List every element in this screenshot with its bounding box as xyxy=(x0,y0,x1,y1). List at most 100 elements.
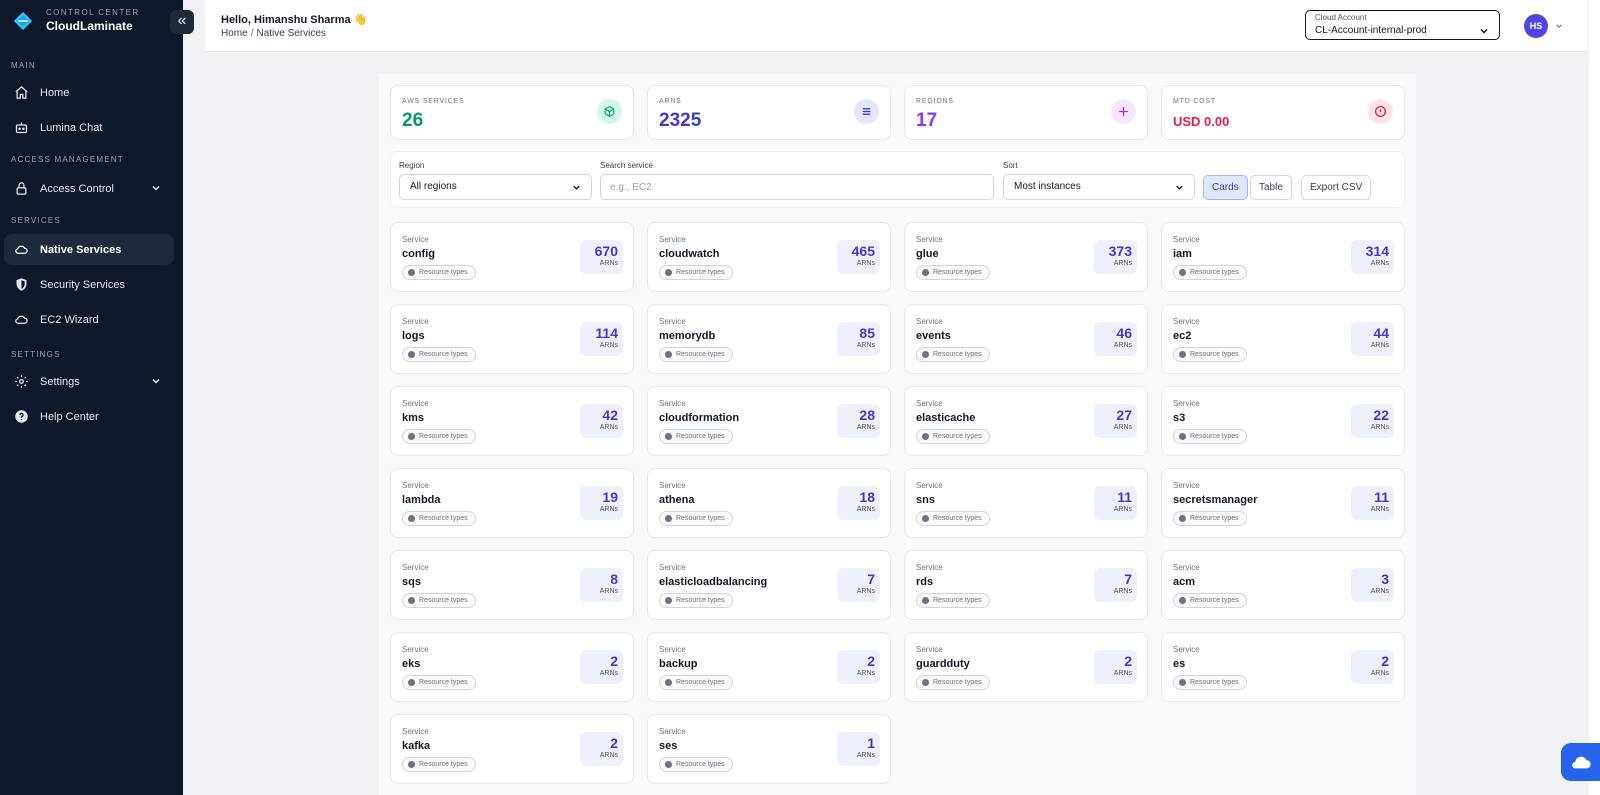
service-name: elasticloadbalancing xyxy=(659,576,768,588)
service-card[interactable]: Service glue Resource types 373 ARNs xyxy=(904,222,1148,292)
chevron-down-icon[interactable] xyxy=(1554,21,1564,31)
info-icon xyxy=(1179,433,1186,440)
resource-types-chip[interactable]: Resource types xyxy=(1173,429,1247,444)
region-select[interactable]: All regions xyxy=(399,174,592,200)
resource-types-chip[interactable]: Resource types xyxy=(916,429,990,444)
service-card[interactable]: Service ec2 Resource types 44 ARNs xyxy=(1161,304,1405,374)
resource-types-chip[interactable]: Resource types xyxy=(402,347,476,362)
arn-count-badge: 18 ARNs xyxy=(837,486,880,520)
resource-types-chip[interactable]: Resource types xyxy=(1173,265,1247,280)
service-name: es xyxy=(1173,658,1186,670)
export-csv-button[interactable]: Export CSV xyxy=(1301,175,1372,200)
service-card[interactable]: Service es Resource types 2 ARNs xyxy=(1161,632,1405,702)
resource-types-chip[interactable]: Resource types xyxy=(916,593,990,608)
service-card[interactable]: Service kms Resource types 42 ARNs xyxy=(390,386,634,456)
resource-types-chip[interactable]: Resource types xyxy=(659,675,733,690)
service-label: Service xyxy=(402,727,429,736)
sidebar-item-help-center[interactable]: Help Center xyxy=(4,401,174,432)
resource-types-chip[interactable]: Resource types xyxy=(916,347,990,362)
arn-count-badge: 19 ARNs xyxy=(580,486,623,520)
resource-types-chip[interactable]: Resource types xyxy=(916,511,990,526)
resource-types-chip[interactable]: Resource types xyxy=(659,429,733,444)
sidebar-item-lumina-chat[interactable]: Lumina Chat xyxy=(4,112,174,143)
resource-types-chip[interactable]: Resource types xyxy=(659,757,733,772)
cloud-account-select[interactable]: Cloud Account CL-Account-internal-prod xyxy=(1305,10,1500,40)
chip-label: Resource types xyxy=(676,515,725,522)
service-name: cloudwatch xyxy=(659,248,720,260)
service-card[interactable]: Service iam Resource types 314 ARNs xyxy=(1161,222,1405,292)
service-card[interactable]: Service secretsmanager Resource types 11 ARN… xyxy=(1161,468,1405,538)
resource-types-chip[interactable]: Resource types xyxy=(916,675,990,690)
resource-types-chip[interactable]: Resource types xyxy=(402,757,476,772)
sidebar-item-ec2-wizard[interactable]: EC2 Wizard xyxy=(4,304,174,335)
resource-types-chip[interactable]: Resource types xyxy=(402,593,476,608)
resource-types-chip[interactable]: Resource types xyxy=(402,429,476,444)
service-label: Service xyxy=(659,645,686,654)
chevron-down-icon xyxy=(1176,185,1183,190)
table-view-button[interactable]: Table xyxy=(1250,175,1292,200)
resource-types-chip[interactable]: Resource types xyxy=(402,675,476,690)
resource-types-chip[interactable]: Resource types xyxy=(1173,593,1247,608)
arn-unit: ARNs xyxy=(599,506,618,513)
sidebar-item-home[interactable]: Home xyxy=(4,77,174,108)
service-card[interactable]: Service backup Resource types 2 ARNs xyxy=(647,632,891,702)
resource-types-chip[interactable]: Resource types xyxy=(659,511,733,526)
breadcrumb-home[interactable]: Home xyxy=(221,28,248,39)
resource-types-chip[interactable]: Resource types xyxy=(1173,675,1247,690)
sidebar-item-access-control[interactable]: Access Control xyxy=(4,173,174,204)
chip-label: Resource types xyxy=(1190,515,1239,522)
service-card[interactable]: Service eks Resource types 2 ARNs xyxy=(390,632,634,702)
brand[interactable]: CONTROL CENTER CloudLaminate xyxy=(12,8,140,33)
sidebar-item-native-services[interactable]: Native Services xyxy=(4,234,174,265)
chip-label: Resource types xyxy=(419,515,468,522)
arn-unit: ARNs xyxy=(856,424,875,431)
sidebar-item-settings[interactable]: Settings xyxy=(4,366,174,397)
arn-count-badge: 46 ARNs xyxy=(1094,322,1137,356)
arn-unit: ARNs xyxy=(1113,588,1132,595)
sort-select[interactable]: Most instances xyxy=(1003,174,1195,200)
service-card[interactable]: Service elasticache Resource types 27 ARNs xyxy=(904,386,1148,456)
resource-types-chip[interactable]: Resource types xyxy=(659,593,733,608)
avatar[interactable]: HS xyxy=(1524,14,1548,38)
resource-types-chip[interactable]: Resource types xyxy=(916,265,990,280)
chat-launcher-button[interactable] xyxy=(1561,743,1600,781)
chevron-down-icon xyxy=(152,185,160,191)
service-card[interactable]: Service config Resource types 670 ARNs xyxy=(390,222,634,292)
arn-count-badge: 8 ARNs xyxy=(580,568,623,602)
service-card[interactable]: Service ses Resource types 1 ARNs xyxy=(647,714,891,784)
service-name: acm xyxy=(1173,576,1196,588)
cards-view-button[interactable]: Cards xyxy=(1203,175,1248,200)
sidebar-item-security-services[interactable]: Security Services xyxy=(4,269,174,300)
service-card[interactable]: Service logs Resource types 114 ARNs xyxy=(390,304,634,374)
service-card[interactable]: Service events Resource types 46 ARNs xyxy=(904,304,1148,374)
resource-types-chip[interactable]: Resource types xyxy=(659,265,733,280)
service-card[interactable]: Service cloudformation Resource types 28 ARN… xyxy=(647,386,891,456)
resource-types-chip[interactable]: Resource types xyxy=(402,511,476,526)
arn-count: 27 xyxy=(1116,407,1132,423)
service-card[interactable]: Service sns Resource types 11 ARNs xyxy=(904,468,1148,538)
scrollbar-track[interactable] xyxy=(1589,0,1600,795)
service-card[interactable]: Service cloudwatch Resource types 465 ARNs xyxy=(647,222,891,292)
arn-unit: ARNs xyxy=(1370,670,1389,677)
info-icon xyxy=(665,433,672,440)
bot-icon xyxy=(15,122,28,134)
service-card[interactable]: Service kafka Resource types 2 ARNs xyxy=(390,714,634,784)
service-card[interactable]: Service s3 Resource types 22 ARNs xyxy=(1161,386,1405,456)
service-card[interactable]: Service rds Resource types 7 ARNs xyxy=(904,550,1148,620)
search-input[interactable] xyxy=(600,174,994,200)
resource-types-chip[interactable]: Resource types xyxy=(1173,511,1247,526)
resource-types-chip[interactable]: Resource types xyxy=(659,347,733,362)
service-card[interactable]: Service athena Resource types 18 ARNs xyxy=(647,468,891,538)
service-card[interactable]: Service elasticloadbalancing Resource type… xyxy=(647,550,891,620)
resource-types-chip[interactable]: Resource types xyxy=(1173,347,1247,362)
service-card[interactable]: Service guardduty Resource types 2 ARNs xyxy=(904,632,1148,702)
section-access: ACCESS MANAGEMENT xyxy=(11,155,124,164)
info-icon xyxy=(408,269,415,276)
service-card[interactable]: Service sqs Resource types 8 ARNs xyxy=(390,550,634,620)
service-card[interactable]: Service acm Resource types 3 ARNs xyxy=(1161,550,1405,620)
collapse-sidebar-button[interactable]: « xyxy=(170,10,194,34)
service-card[interactable]: Service memorydb Resource types 85 ARNs xyxy=(647,304,891,374)
resource-types-chip[interactable]: Resource types xyxy=(402,265,476,280)
service-card[interactable]: Service lambda Resource types 19 ARNs xyxy=(390,468,634,538)
breadcrumb: Home / Native Services xyxy=(221,28,326,39)
